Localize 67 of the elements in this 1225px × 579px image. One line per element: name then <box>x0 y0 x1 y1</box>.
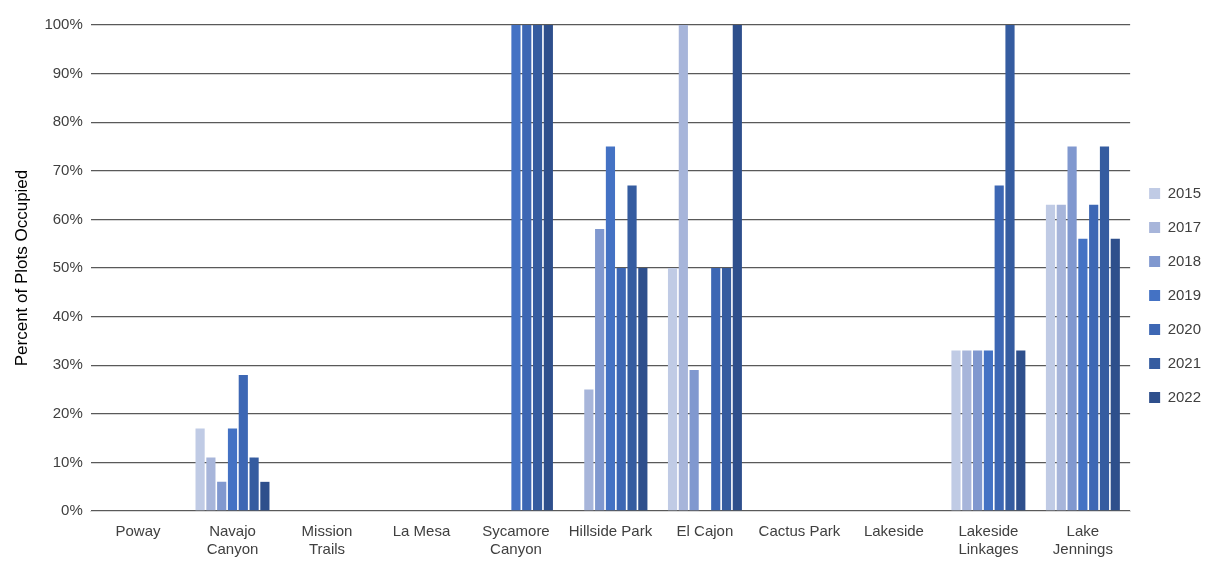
bar <box>711 268 721 511</box>
legend-label: 2015 <box>1167 183 1202 201</box>
legend-label: 2019 <box>1167 285 1202 303</box>
bar <box>973 350 983 511</box>
y-tick-label: 60% <box>52 209 83 227</box>
y-axis-title: Percent of Plots Occupied <box>11 169 31 367</box>
y-tick-label: 0% <box>61 501 83 519</box>
bar <box>227 428 238 511</box>
x-tick-label: Lakeside <box>863 522 924 540</box>
legend-label: 2017 <box>1167 217 1202 235</box>
bar <box>983 350 993 511</box>
x-tick-label: Hillside Park <box>568 522 653 540</box>
bar <box>195 428 205 511</box>
bar <box>522 25 532 511</box>
y-tick-label: 30% <box>52 355 83 373</box>
y-tick-label: 90% <box>52 63 83 81</box>
bar <box>1099 146 1110 511</box>
bar <box>732 25 742 511</box>
x-tick-label: Navajo Canyon <box>206 522 259 558</box>
bar <box>1045 204 1056 511</box>
bar <box>605 146 616 511</box>
bar <box>627 185 637 511</box>
y-tick-label: 20% <box>52 403 83 421</box>
bar <box>616 268 626 511</box>
bar <box>249 457 259 511</box>
bar <box>1110 238 1120 511</box>
bar <box>951 350 961 511</box>
bar <box>206 457 216 511</box>
bar <box>1067 146 1077 511</box>
bar <box>638 268 648 511</box>
legend-label: 2018 <box>1167 251 1202 269</box>
bar <box>511 25 521 511</box>
bar <box>238 374 248 511</box>
y-tick-label: 80% <box>52 112 83 130</box>
bar <box>1056 204 1066 511</box>
x-tick-label: Cactus Park <box>758 522 841 540</box>
legend-label: 2021 <box>1167 353 1202 371</box>
y-tick-label: 40% <box>52 306 83 324</box>
bar <box>667 268 678 511</box>
bar <box>584 389 594 511</box>
bar <box>217 481 227 511</box>
bar <box>1005 25 1015 511</box>
bar <box>678 25 688 511</box>
x-tick-label: Lake Jennings <box>1052 522 1113 558</box>
x-tick-label: El Cajon <box>676 522 734 540</box>
y-tick-label: 100% <box>44 15 83 33</box>
bar <box>689 370 699 511</box>
bar <box>1089 204 1099 511</box>
bar <box>962 350 972 511</box>
legend-label: 2020 <box>1167 319 1202 337</box>
bar <box>1016 350 1026 511</box>
x-tick-label: Sycamore Canyon <box>482 522 550 558</box>
bar <box>994 185 1004 511</box>
y-tick-label: 50% <box>52 258 83 276</box>
legend-label: 2022 <box>1167 387 1202 405</box>
x-tick-label: Mission Trails <box>301 522 353 558</box>
bar <box>532 25 543 511</box>
bar <box>543 25 553 511</box>
x-tick-label: Lakeside Linkages <box>958 522 1019 558</box>
y-tick-label: 70% <box>52 160 83 178</box>
x-tick-label: Poway <box>115 522 162 540</box>
bar <box>260 481 270 511</box>
y-tick-label: 10% <box>52 452 83 470</box>
bar <box>595 229 605 511</box>
x-tick-label: La Mesa <box>392 522 451 540</box>
bar <box>1078 238 1088 511</box>
bar <box>721 268 732 511</box>
